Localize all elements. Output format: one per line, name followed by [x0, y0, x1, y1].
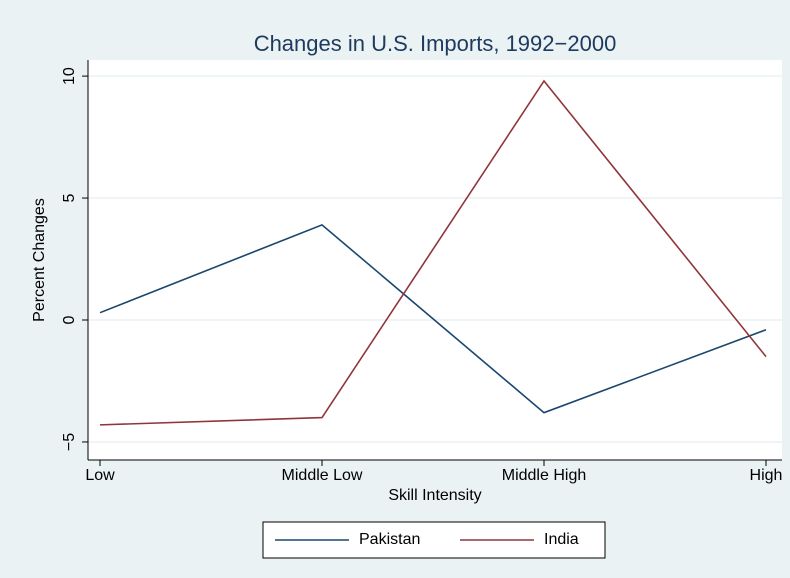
x-tick-label: Middle Low [282, 467, 363, 484]
y-tick-label: 5 [61, 194, 78, 203]
series-line [99, 79, 767, 426]
chart-title: Changes in U.S. Imports, 1992−2000 [254, 31, 617, 56]
series-line [99, 223, 767, 414]
plot-area [88, 60, 782, 460]
y-axis-label: Percent Changes [31, 198, 48, 322]
x-axis-label: Skill Intensity [388, 487, 481, 504]
y-tick-label: 0 [61, 315, 78, 324]
x-tick-label: High [750, 467, 783, 484]
legend-label: Pakistan [359, 531, 420, 548]
x-tick-label: Middle High [502, 467, 586, 484]
y-tick-label: −5 [61, 433, 78, 451]
y-tick-label: 10 [61, 67, 78, 85]
x-tick-label: Low [85, 467, 115, 484]
legend-label: India [544, 531, 579, 548]
